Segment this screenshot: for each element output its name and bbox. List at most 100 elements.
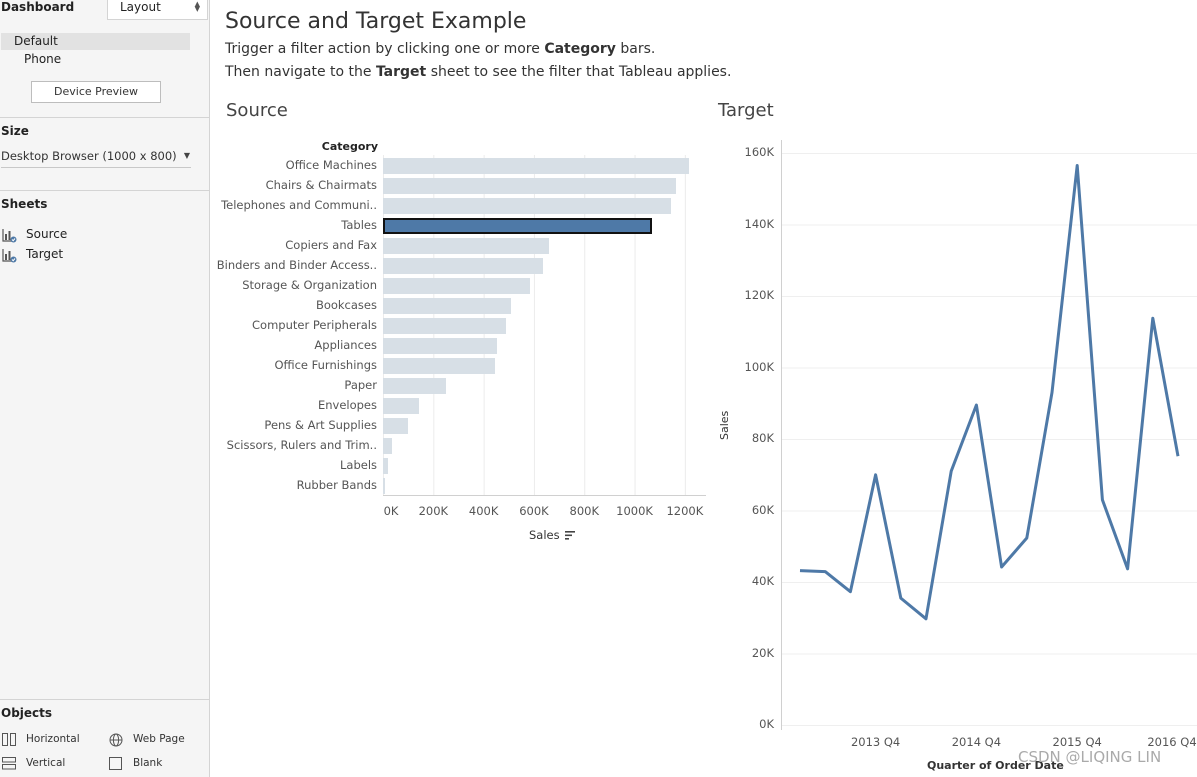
target-x-axis-title: Quarter of Order Date bbox=[927, 759, 1064, 772]
x-tick-label: 1000K bbox=[616, 504, 653, 518]
x-tick-label: 600K bbox=[519, 504, 549, 518]
y-tick-label: 80K bbox=[751, 431, 774, 445]
blank-icon bbox=[109, 757, 122, 770]
worksheet-icon bbox=[2, 229, 17, 243]
device-default[interactable]: Default bbox=[1, 33, 190, 50]
x-tick-label: 2016 Q4 bbox=[1147, 735, 1197, 749]
bar[interactable] bbox=[383, 178, 676, 194]
data-point[interactable] bbox=[1049, 390, 1055, 396]
data-point[interactable] bbox=[1099, 497, 1105, 503]
sales-line[interactable] bbox=[799, 164, 1180, 621]
bar[interactable] bbox=[383, 238, 549, 254]
target-line-chart bbox=[781, 140, 1197, 730]
bar[interactable] bbox=[383, 438, 393, 454]
bar[interactable] bbox=[383, 358, 495, 374]
object-blank-label: Blank bbox=[133, 757, 163, 769]
data-point[interactable] bbox=[797, 568, 803, 574]
device-phone[interactable]: Phone bbox=[1, 51, 190, 68]
y-tick-label: 40K bbox=[751, 574, 774, 588]
bar[interactable] bbox=[383, 278, 530, 294]
description-line-2: Then navigate to the Target sheet to see… bbox=[225, 64, 731, 80]
category-label[interactable]: Rubber Bands bbox=[296, 478, 377, 492]
device-phone-label: Phone bbox=[24, 52, 62, 66]
category-label[interactable]: Scissors, Rulers and Trim.. bbox=[226, 438, 377, 452]
data-point[interactable] bbox=[1175, 453, 1181, 459]
source-sheet-title: Source bbox=[226, 100, 288, 121]
data-point[interactable] bbox=[999, 564, 1005, 570]
caret-down-icon: ▼ bbox=[183, 151, 190, 160]
bar[interactable] bbox=[383, 318, 506, 334]
bar[interactable] bbox=[383, 298, 511, 314]
object-web-page-label: Web Page bbox=[133, 733, 185, 745]
horizontal-container-icon bbox=[2, 733, 16, 746]
sheet-target-label: Target bbox=[26, 247, 64, 261]
category-label[interactable]: Chairs & Chairmats bbox=[265, 178, 377, 192]
bar[interactable] bbox=[383, 158, 690, 174]
category-label[interactable]: Envelopes bbox=[317, 398, 377, 412]
category-label[interactable]: Tables bbox=[341, 218, 377, 232]
y-tick-label: 0K bbox=[759, 717, 774, 731]
desc1-bold: Category bbox=[544, 41, 616, 57]
objects-title: Objects bbox=[1, 706, 53, 720]
bar[interactable] bbox=[383, 378, 446, 394]
size-dropdown[interactable]: Desktop Browser (1000 x 800) ▼ bbox=[1, 148, 191, 168]
category-header: Category bbox=[321, 140, 378, 153]
desc1-text: Trigger a filter action by clicking one … bbox=[225, 41, 545, 57]
tab-layout[interactable]: Layout ▲ ▼ bbox=[107, 0, 208, 20]
sidebar: Dashboard Layout ▲ ▼ Default Phone Device… bbox=[0, 0, 210, 777]
tab-dashboard[interactable]: Dashboard bbox=[1, 0, 75, 14]
x-tick-label: 2013 Q4 bbox=[850, 735, 901, 749]
bar[interactable] bbox=[383, 338, 498, 354]
y-tick-label: 120K bbox=[744, 288, 775, 302]
data-point[interactable] bbox=[1024, 535, 1030, 541]
data-point[interactable] bbox=[973, 402, 979, 408]
desc2-text: Then navigate to the bbox=[225, 64, 376, 80]
x-tick-label: 400K bbox=[468, 504, 499, 518]
category-label[interactable]: Bookcases bbox=[315, 298, 377, 312]
category-label[interactable]: Labels bbox=[339, 458, 377, 472]
data-point[interactable] bbox=[923, 616, 929, 622]
data-point[interactable] bbox=[873, 472, 879, 478]
sort-descending-icon[interactable] bbox=[565, 531, 575, 540]
data-point[interactable] bbox=[1125, 566, 1131, 572]
data-point[interactable] bbox=[822, 569, 828, 575]
y-tick-label: 140K bbox=[744, 216, 775, 231]
bar[interactable] bbox=[383, 478, 385, 494]
bar[interactable] bbox=[383, 458, 388, 474]
bar[interactable] bbox=[383, 198, 671, 214]
bar[interactable] bbox=[383, 398, 419, 414]
category-label[interactable]: Telephones and Communi.. bbox=[221, 198, 377, 212]
data-point[interactable] bbox=[1074, 163, 1080, 169]
category-label[interactable]: Copiers and Fax bbox=[285, 238, 377, 252]
category-label[interactable]: Office Furnishings bbox=[274, 358, 377, 372]
x-tick-label: 0K bbox=[383, 504, 399, 518]
object-vertical-label: Vertical bbox=[26, 757, 66, 769]
y-tick-label: 100K bbox=[744, 359, 775, 374]
data-point[interactable] bbox=[847, 589, 853, 595]
data-point[interactable] bbox=[948, 468, 954, 474]
desc2-text-end: sheet to see the filter that Tableau app… bbox=[426, 64, 732, 80]
data-point[interactable] bbox=[1150, 315, 1156, 321]
divider bbox=[0, 190, 210, 191]
category-label[interactable]: Paper bbox=[344, 378, 377, 392]
device-preview-button[interactable]: Device Preview bbox=[31, 81, 161, 103]
globe-icon bbox=[109, 733, 123, 747]
x-tick-label: 200K bbox=[418, 504, 449, 518]
category-label[interactable]: Pens & Art Supplies bbox=[264, 418, 377, 432]
category-label[interactable]: Binders and Binder Access.. bbox=[216, 258, 377, 272]
category-label[interactable]: Storage & Organization bbox=[242, 278, 377, 292]
bar[interactable] bbox=[383, 258, 544, 274]
worksheet-icon bbox=[2, 249, 17, 263]
bar[interactable] bbox=[383, 218, 652, 234]
category-label[interactable]: Appliances bbox=[314, 338, 377, 352]
size-title: Size bbox=[1, 124, 29, 138]
category-label[interactable]: Office Machines bbox=[285, 158, 377, 172]
bar[interactable] bbox=[383, 418, 408, 434]
divider bbox=[0, 699, 210, 700]
category-label[interactable]: Computer Peripherals bbox=[252, 318, 377, 332]
object-horizontal-label: Horizontal bbox=[26, 733, 80, 745]
desc2-bold: Target bbox=[375, 64, 427, 80]
y-tick-label: 60K bbox=[751, 502, 774, 517]
data-point[interactable] bbox=[898, 595, 904, 601]
